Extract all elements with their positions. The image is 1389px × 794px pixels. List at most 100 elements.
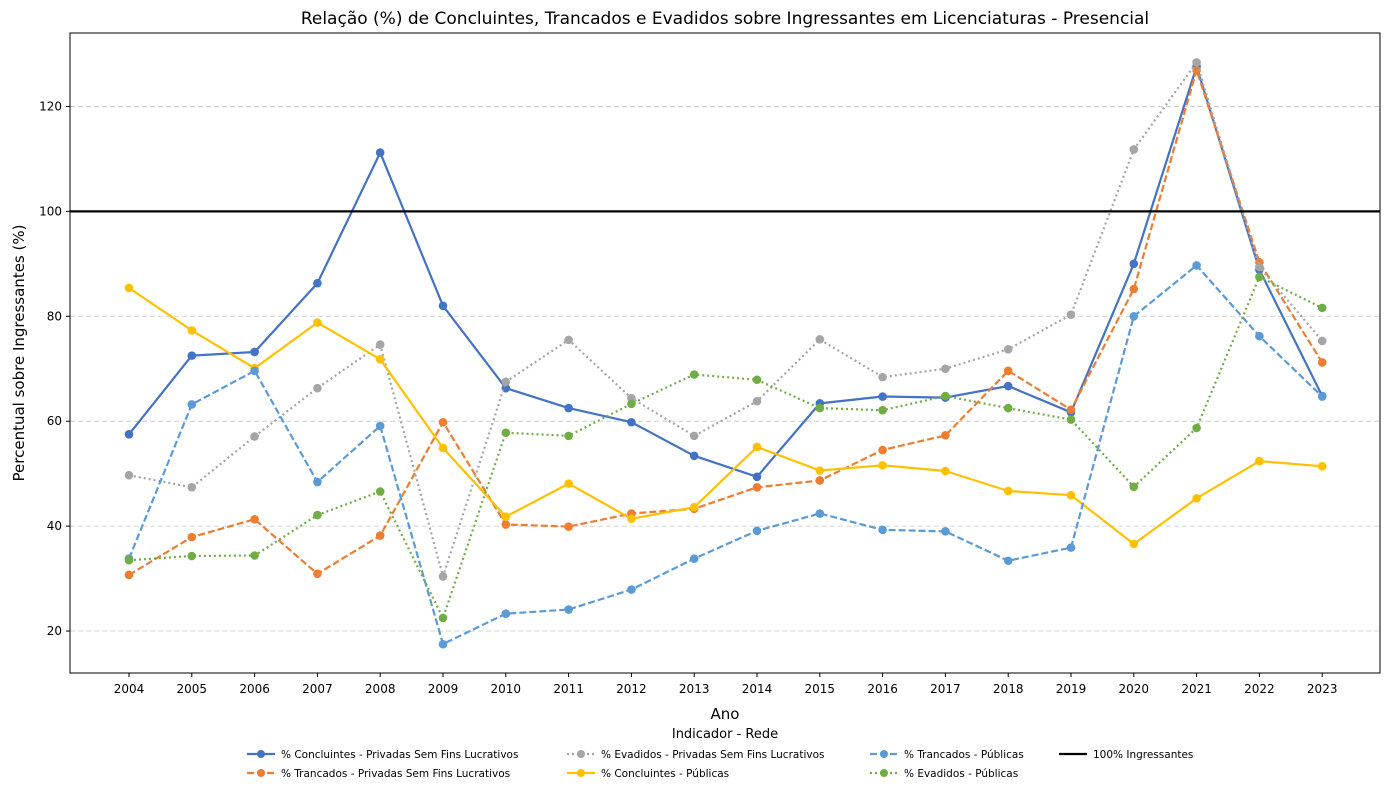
data-point bbox=[124, 570, 134, 580]
x-tick-label: 2022 bbox=[1244, 682, 1275, 696]
data-point bbox=[564, 522, 573, 531]
x-tick-label: 2005 bbox=[177, 682, 208, 696]
chart-title: Relação (%) de Concluintes, Trancados e … bbox=[301, 9, 1149, 29]
data-point bbox=[438, 639, 448, 649]
data-point bbox=[438, 301, 448, 311]
x-tick-label: 2020 bbox=[1119, 682, 1150, 696]
x-tick-label: 2004 bbox=[114, 682, 145, 696]
data-point bbox=[941, 391, 950, 401]
series-line bbox=[128, 287, 1323, 546]
x-tick-label: 2021 bbox=[1181, 682, 1212, 696]
data-point bbox=[375, 148, 385, 157]
data-point bbox=[1255, 272, 1264, 282]
data-point bbox=[752, 396, 762, 406]
legend-label: % Concluintes - Públicas bbox=[601, 768, 729, 780]
data-point bbox=[187, 482, 197, 492]
data-point bbox=[564, 479, 573, 488]
series-line bbox=[128, 61, 1324, 578]
data-point bbox=[124, 555, 134, 565]
data-point bbox=[815, 335, 825, 344]
legend-swatch-marker bbox=[880, 750, 888, 758]
x-tick-label: 2023 bbox=[1307, 682, 1338, 696]
data-point bbox=[187, 326, 197, 335]
x-tick-label: 2006 bbox=[239, 682, 270, 696]
data-point bbox=[1129, 145, 1139, 154]
series-line bbox=[128, 65, 1324, 478]
data-point bbox=[375, 487, 385, 496]
data-point bbox=[878, 372, 887, 382]
data-point bbox=[1255, 262, 1264, 272]
data-point bbox=[1003, 381, 1013, 391]
data-point bbox=[313, 477, 322, 487]
data-point bbox=[250, 347, 259, 357]
data-point bbox=[627, 417, 636, 427]
data-point bbox=[689, 431, 699, 441]
data-point bbox=[375, 354, 385, 364]
x-tick-label: 2017 bbox=[930, 682, 961, 696]
data-point bbox=[124, 283, 134, 293]
data-point bbox=[313, 318, 322, 327]
data-point bbox=[250, 366, 259, 376]
y-axis-label: Percentual sobre Ingressantes (%) bbox=[10, 225, 28, 482]
data-point bbox=[941, 527, 950, 536]
x-tick-label: 2013 bbox=[679, 682, 710, 696]
data-point bbox=[752, 472, 762, 482]
data-point bbox=[627, 585, 636, 594]
data-point bbox=[878, 405, 887, 415]
grid-lines bbox=[70, 106, 1380, 632]
data-point bbox=[1129, 284, 1139, 294]
x-tick-label: 2016 bbox=[867, 682, 898, 696]
data-point bbox=[438, 417, 448, 427]
data-point bbox=[878, 525, 887, 535]
legend-item: % Trancados - Públicas bbox=[870, 749, 1024, 761]
data-point bbox=[564, 335, 573, 345]
series-4 bbox=[124, 283, 1327, 549]
data-point bbox=[1003, 366, 1013, 376]
data-point bbox=[564, 605, 573, 614]
data-point bbox=[1003, 345, 1013, 354]
data-point bbox=[689, 451, 699, 461]
legend-swatch-marker bbox=[577, 750, 585, 758]
data-point bbox=[124, 430, 134, 439]
data-point bbox=[1066, 310, 1076, 320]
series-2 bbox=[124, 65, 1327, 580]
x-tick-label: 2011 bbox=[553, 682, 584, 696]
data-point bbox=[1003, 486, 1013, 496]
data-point bbox=[187, 532, 197, 542]
data-point bbox=[1255, 331, 1264, 341]
data-point bbox=[501, 377, 511, 387]
legend-item: % Evadidos - Privadas Sem Fins Lucrativo… bbox=[567, 749, 824, 761]
data-point bbox=[1317, 358, 1327, 367]
data-point bbox=[187, 551, 197, 561]
data-point bbox=[815, 476, 825, 485]
data-point bbox=[1066, 415, 1076, 424]
data-point bbox=[1129, 259, 1139, 269]
legend-label: % Concluintes - Privadas Sem Fins Lucrat… bbox=[281, 749, 518, 761]
data-point bbox=[187, 351, 197, 360]
legend-label: % Evadidos - Públicas bbox=[904, 768, 1018, 780]
x-tick-label: 2012 bbox=[616, 682, 647, 696]
data-point bbox=[1192, 494, 1201, 503]
data-point bbox=[1003, 556, 1013, 566]
legend: % Concluintes - Privadas Sem Fins Lucrat… bbox=[247, 749, 1193, 780]
data-point bbox=[1317, 303, 1327, 313]
legend-title: Indicador - Rede bbox=[672, 727, 778, 742]
data-point bbox=[1066, 490, 1076, 500]
x-tick-label: 2009 bbox=[428, 682, 459, 696]
y-tick-label: 60 bbox=[47, 414, 62, 428]
data-point bbox=[501, 520, 511, 529]
data-point bbox=[1192, 58, 1201, 67]
legend-label: 100% Ingressantes bbox=[1093, 749, 1193, 761]
data-point bbox=[878, 460, 887, 470]
data-point bbox=[250, 551, 259, 560]
legend-swatch-marker bbox=[577, 769, 585, 777]
series-line bbox=[128, 275, 1323, 620]
data-point bbox=[1129, 539, 1139, 549]
data-point bbox=[627, 514, 636, 524]
y-tick-label: 20 bbox=[47, 624, 62, 638]
data-point bbox=[1317, 392, 1327, 401]
x-tick-label: 2010 bbox=[491, 682, 522, 696]
y-tick-label: 100 bbox=[39, 204, 62, 218]
x-tick-label: 2015 bbox=[805, 682, 836, 696]
